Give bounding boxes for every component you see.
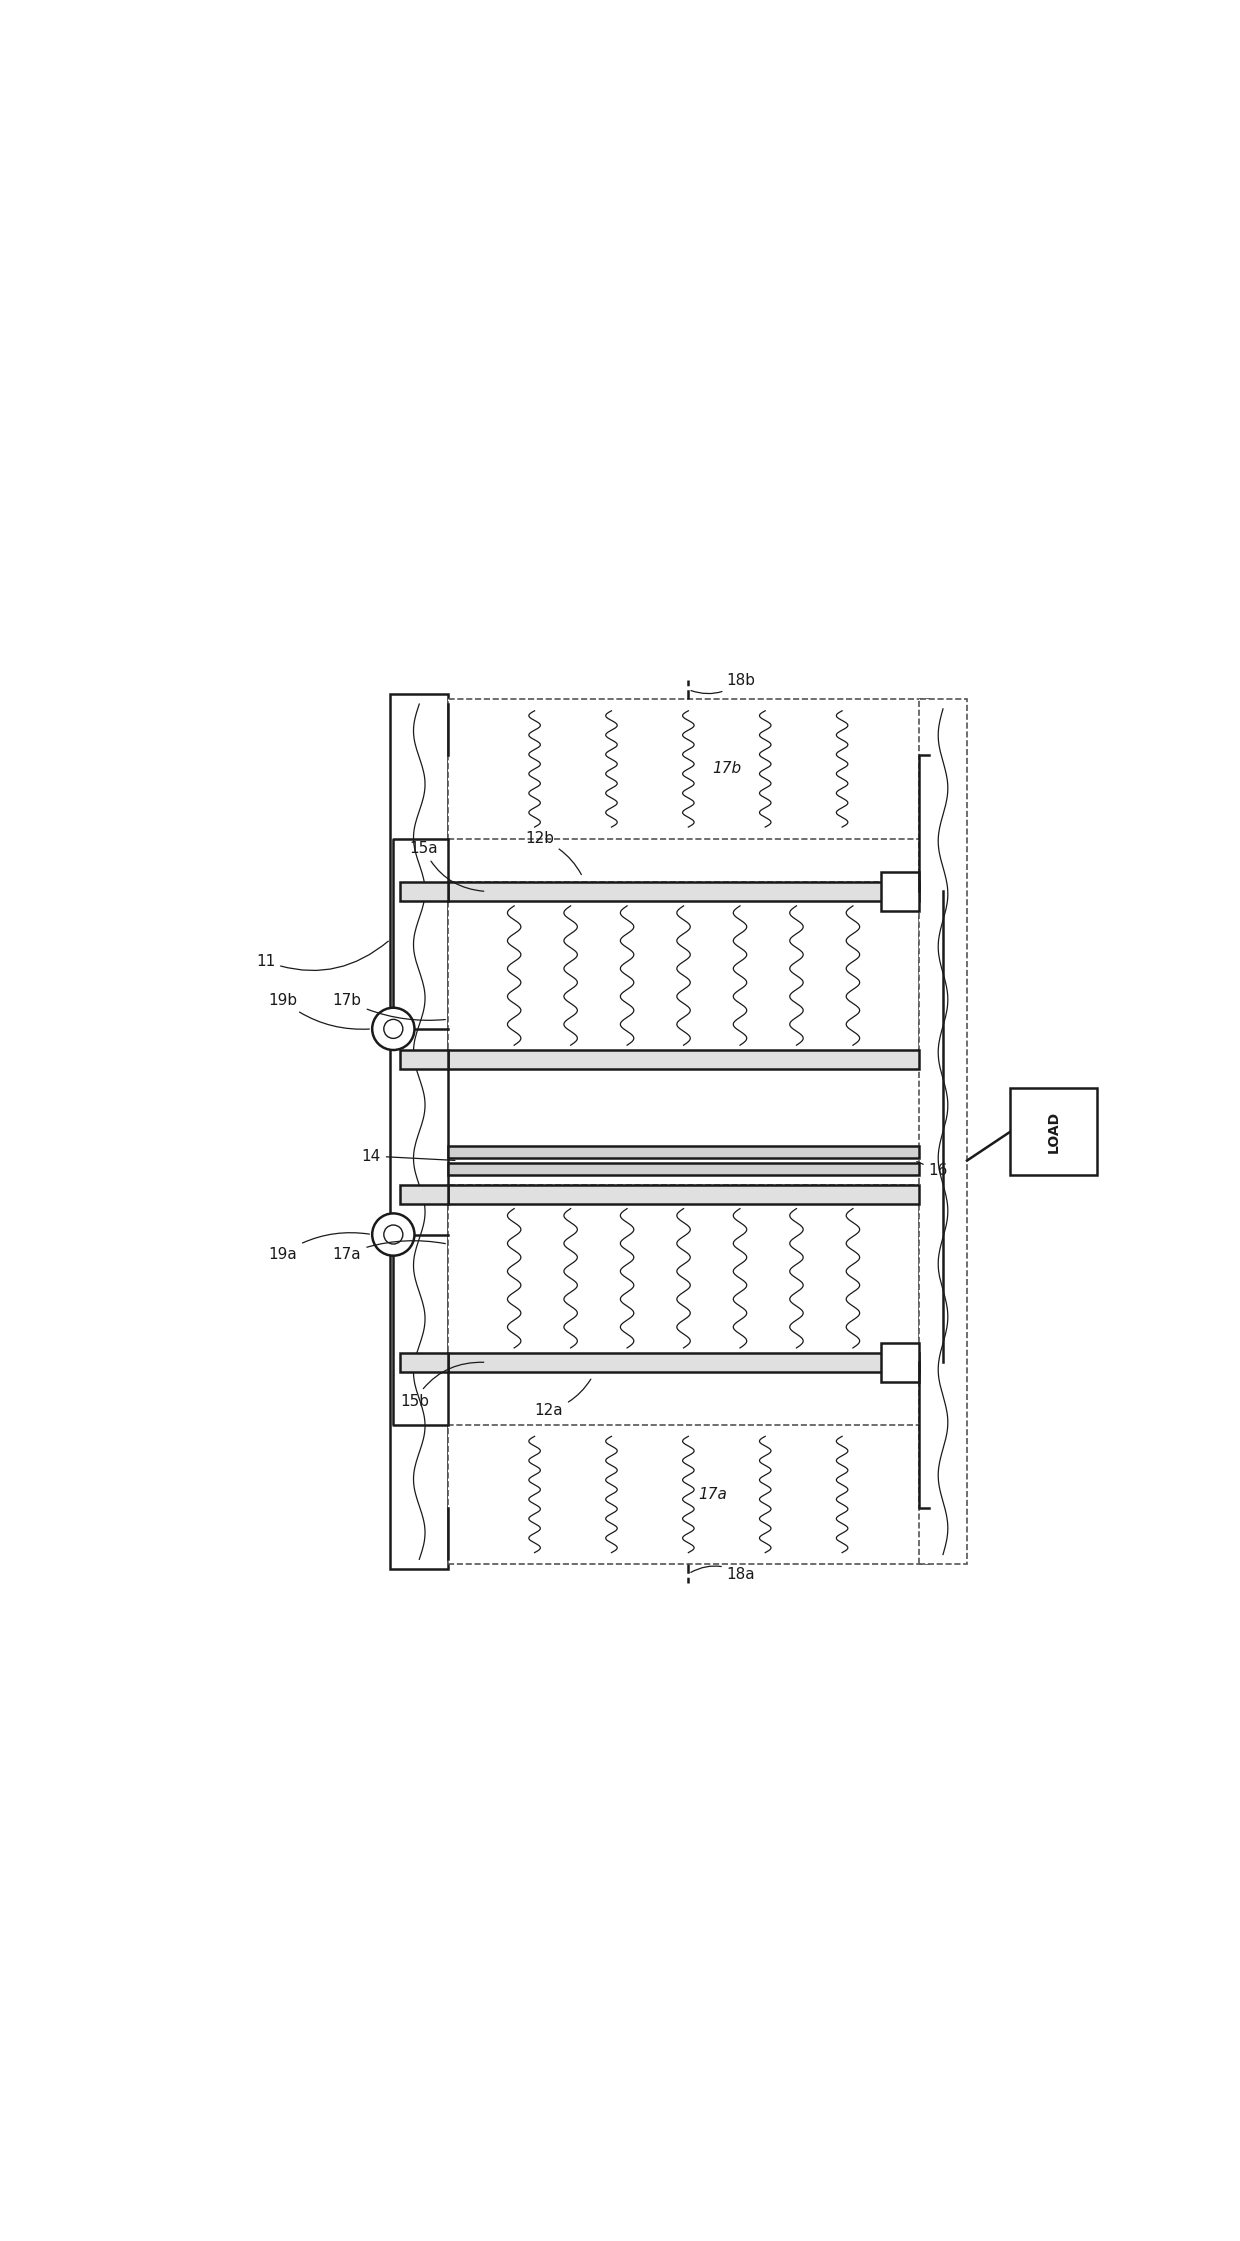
Text: 18a: 18a: [691, 1566, 755, 1582]
Text: 19a: 19a: [268, 1233, 370, 1262]
Text: 17b: 17b: [712, 762, 742, 775]
Bar: [448, 1185, 919, 1203]
Text: 17a: 17a: [332, 1242, 445, 1262]
Text: 17a: 17a: [698, 1488, 727, 1501]
Text: 12b: 12b: [525, 831, 582, 874]
Circle shape: [372, 1212, 414, 1255]
Bar: [448, 1145, 919, 1159]
Bar: [401, 1354, 448, 1371]
Bar: [1011, 1089, 1096, 1174]
Bar: [401, 1185, 448, 1203]
Circle shape: [372, 1008, 414, 1051]
Bar: [401, 883, 448, 901]
Text: 15a: 15a: [409, 840, 484, 892]
Circle shape: [384, 1226, 403, 1244]
Text: 19b: 19b: [268, 993, 370, 1029]
Bar: [401, 1051, 448, 1069]
Bar: [448, 1185, 919, 1371]
Text: 18b: 18b: [691, 672, 756, 695]
Text: LOAD: LOAD: [1047, 1112, 1060, 1152]
Bar: [919, 699, 967, 1564]
Bar: [448, 1354, 919, 1371]
Bar: [448, 883, 919, 901]
Text: 17b: 17b: [332, 993, 445, 1020]
Bar: [880, 1342, 919, 1380]
Text: 15b: 15b: [401, 1363, 484, 1410]
Bar: [448, 883, 919, 1069]
Bar: [880, 872, 919, 910]
Text: 11: 11: [255, 941, 388, 970]
Text: 14: 14: [362, 1150, 455, 1163]
Text: 16: 16: [916, 1161, 949, 1179]
Bar: [448, 699, 929, 838]
Text: 12a: 12a: [534, 1378, 590, 1419]
Circle shape: [384, 1020, 403, 1038]
Bar: [391, 695, 448, 1569]
Bar: [448, 1051, 919, 1069]
Bar: [448, 1163, 919, 1174]
Bar: [448, 1425, 929, 1564]
